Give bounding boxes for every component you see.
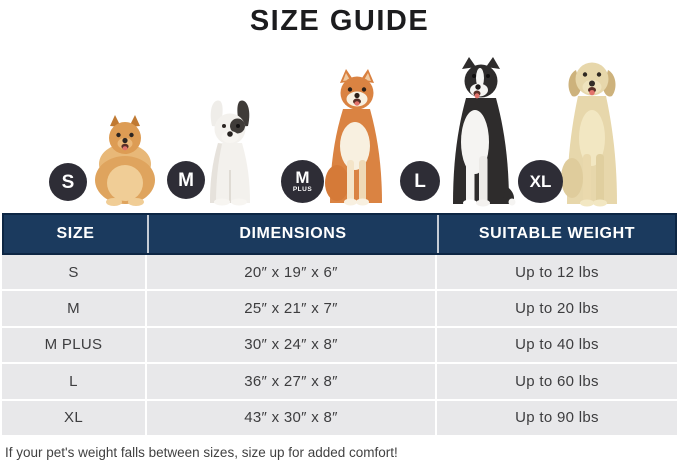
weight-cell: Up to 12 lbs [435, 255, 677, 290]
size-badge-sublabel: PLUS [292, 186, 313, 194]
column-header-dimensions: DIMENSIONS [147, 215, 437, 253]
size-cell: S [68, 263, 79, 281]
weight-cell: Up to 90 lbs [435, 400, 677, 435]
border-collie-dog-image [434, 56, 518, 208]
weight-cell: Up to 20 lbs [435, 291, 677, 326]
size-cell: L [69, 372, 78, 390]
table-row-m: M 25″ x 21″ x 7″ Up to 20 lbs [2, 291, 677, 328]
dimensions-cell: 25″ x 21″ x 7″ [145, 291, 435, 326]
size-badge-m-plus: M PLUS [281, 160, 324, 203]
size-cell: M PLUS [44, 336, 103, 354]
dimensions-cell: 43″ x 30″ x 8″ [145, 400, 435, 435]
size-badge-l: L [400, 161, 440, 201]
size-badge-label: M [295, 168, 310, 188]
size-badge-label: L [414, 170, 426, 192]
column-header-suitable-weight: SUITABLE WEIGHT [437, 215, 675, 253]
table-row-m-plus: M PLUS 30″ x 24″ x 8″ Up to 40 lbs [2, 327, 677, 365]
sizing-advice-note: If your pet's weight falls between sizes… [5, 444, 398, 460]
size-cell: XL [64, 409, 83, 427]
table-body: S 20″ x 19″ x 6″ Up to 12 lbs M 25″ x 21… [2, 255, 677, 437]
dimensions-cell: 30″ x 24″ x 8″ [145, 327, 435, 363]
shiba-inu-dog-image [315, 68, 397, 206]
size-guide-table: SIZE DIMENSIONS SUITABLE WEIGHT S 20″ x … [2, 213, 677, 437]
dimensions-cell: 20″ x 19″ x 6″ [145, 255, 435, 290]
page-title: SIZE GUIDE [249, 4, 430, 37]
table-row-s: S 20″ x 19″ x 6″ Up to 12 lbs [2, 255, 677, 292]
french-bulldog-dog-image [198, 96, 262, 206]
size-badge-s: S [49, 163, 87, 201]
column-header-size: SIZE [56, 225, 95, 242]
weight-cell: Up to 40 lbs [435, 327, 677, 363]
dog-size-lineup: S M M PLUS L XL [0, 42, 679, 212]
pomeranian-dog-image [86, 112, 164, 206]
table-row-xl: XL 43″ x 30″ x 8″ Up to 90 lbs [2, 400, 677, 437]
size-badge-m: M [167, 161, 205, 199]
table-row-l: L 36″ x 27″ x 8″ Up to 60 lbs [2, 364, 677, 401]
size-badge-xl: XL [518, 160, 563, 203]
size-cell: M [67, 300, 80, 318]
labrador-dog-image [552, 54, 632, 208]
size-badge-label: S [61, 171, 75, 193]
size-badge-label: M [178, 169, 194, 191]
size-badge-label: XL [529, 172, 552, 191]
weight-cell: Up to 60 lbs [435, 364, 677, 399]
dimensions-cell: 36″ x 27″ x 8″ [145, 364, 435, 399]
table-header-row: SIZE DIMENSIONS SUITABLE WEIGHT [2, 213, 677, 255]
